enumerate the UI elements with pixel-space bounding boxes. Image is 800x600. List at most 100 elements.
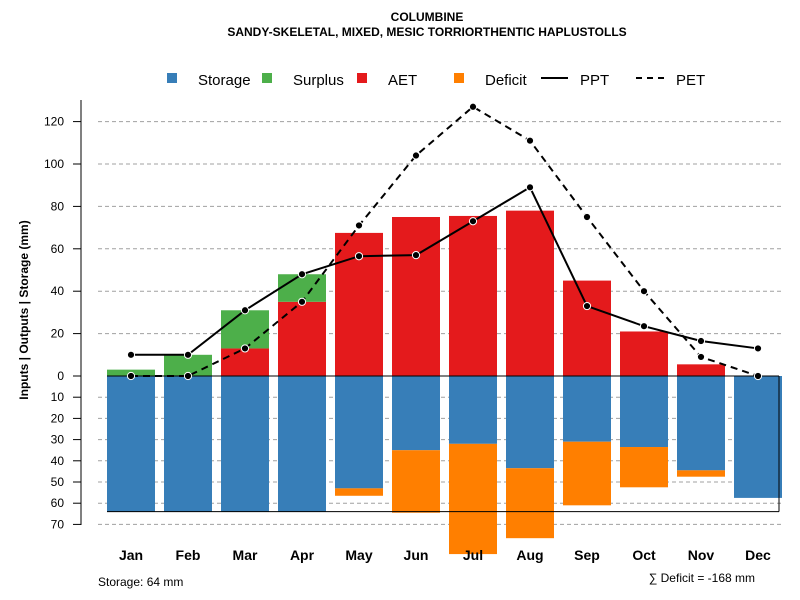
storage-bar <box>563 376 611 442</box>
ppt-point <box>582 301 592 311</box>
pet-point <box>639 287 649 296</box>
pet-line <box>131 105 759 377</box>
ppt-point <box>696 336 706 346</box>
month-label: Aug <box>516 547 543 563</box>
y-tick-label-lower: 70 <box>51 517 65 531</box>
y-tick-label-lower: 20 <box>51 411 65 425</box>
ppt-point <box>468 217 478 226</box>
ppt-point <box>297 270 307 279</box>
bars <box>107 210 782 555</box>
storage-bar <box>164 376 212 512</box>
legend-swatch-surplus <box>262 73 272 83</box>
chart-title: COLUMBINE <box>391 10 464 24</box>
month-label: Sep <box>574 547 600 563</box>
deficit-bar <box>677 470 725 477</box>
deficit-note: ∑ Deficit = -168 mm <box>649 571 755 585</box>
month-label: Dec <box>745 547 771 563</box>
surplus-bar <box>221 310 269 349</box>
ppt-point <box>525 183 535 192</box>
y-tick-label-lower: 40 <box>51 454 65 468</box>
y-tick-label-upper: 20 <box>51 327 65 341</box>
y-tick-label-upper: 60 <box>51 242 65 256</box>
surplus-bar <box>164 354 212 376</box>
pet-point <box>525 136 535 145</box>
aet-bar <box>620 331 668 376</box>
ppt-point <box>126 350 136 359</box>
tick-labels: 0 20 40 60 80 100 120 10 20 30 40 50 60 70 Jan Feb Mar Ap… <box>44 115 771 563</box>
ppt-line <box>131 185 759 356</box>
y-tick-label-lower: 60 <box>51 496 65 510</box>
pet-point <box>240 344 250 353</box>
month-label: May <box>345 547 372 563</box>
storage-bar <box>392 376 440 451</box>
chart-subtitle: SANDY-SKELETAL, MIXED, MESIC TORRIORTHEN… <box>227 25 626 39</box>
month-label: Mar <box>233 547 258 563</box>
storage-bar <box>278 376 326 512</box>
pet-point <box>753 371 763 381</box>
aet-bar <box>221 348 269 376</box>
pet-point <box>468 102 478 111</box>
storage-bar <box>107 376 155 512</box>
pet-point <box>582 212 592 222</box>
month-label: Nov <box>688 547 715 563</box>
y-tick-label-lower: 30 <box>51 433 65 447</box>
pet-point <box>297 297 307 306</box>
month-label: Apr <box>290 547 315 563</box>
storage-bar <box>335 376 383 489</box>
legend-swatch-storage <box>167 73 177 83</box>
ppt-point <box>411 251 421 260</box>
storage-bar <box>677 376 725 471</box>
ppt-point <box>240 306 250 315</box>
storage-bar <box>221 376 269 512</box>
legend-label-pet: PET <box>676 72 705 89</box>
legend-label-deficit: Deficit <box>485 72 528 89</box>
deficit-bar <box>620 447 668 488</box>
storage-bar <box>506 376 554 469</box>
deficit-bar <box>449 443 497 555</box>
pet-point <box>354 221 364 230</box>
aet-bar <box>677 364 725 376</box>
legend-swatch-aet <box>357 73 367 83</box>
storage-bar <box>620 376 668 448</box>
deficit-bar <box>506 468 554 539</box>
legend-label-storage: Storage <box>198 72 251 89</box>
month-label: Jan <box>119 547 143 563</box>
y-tick-label-lower: 50 <box>51 475 65 489</box>
ppt-point <box>354 252 364 261</box>
deficit-bar <box>392 450 440 513</box>
pet-point <box>411 151 421 160</box>
storage-bar <box>449 376 497 444</box>
y-tick-label-upper: 120 <box>44 115 64 129</box>
ppt-point <box>639 322 649 331</box>
storage-bar <box>734 376 782 498</box>
month-label: Jul <box>463 547 483 563</box>
month-label: Jun <box>404 547 429 563</box>
y-tick-label-upper: 100 <box>44 157 64 171</box>
month-label: Feb <box>176 547 201 563</box>
legend-label-aet: AET <box>388 72 417 89</box>
pet-point <box>696 352 706 362</box>
aet-bar <box>449 215 497 376</box>
y-tick-label-upper: 80 <box>51 199 65 213</box>
legend-swatch-deficit <box>454 73 464 83</box>
y-tick-label-upper: 0 <box>57 369 64 383</box>
aet-bar <box>392 217 440 376</box>
legend-label-surplus: Surplus <box>293 72 344 89</box>
legend-label-ppt: PPT <box>580 72 609 89</box>
ppt-point <box>753 344 763 353</box>
aet-bar <box>278 301 326 376</box>
pet-point <box>126 371 136 381</box>
ppt-point <box>183 350 193 359</box>
deficit-bar <box>335 488 383 496</box>
month-label: Oct <box>632 547 656 563</box>
aet-bar <box>563 280 611 376</box>
y-tick-label-lower: 10 <box>51 390 65 404</box>
deficit-bar <box>563 441 611 506</box>
pet-point <box>183 371 193 381</box>
storage-note: Storage: 64 mm <box>98 575 183 589</box>
y-axis-label: Inputs | Outputs | Storage (mm) <box>17 220 31 399</box>
legend: Storage Surplus AET Deficit PPT PET <box>167 72 705 89</box>
lines <box>126 102 763 381</box>
y-tick-label-upper: 40 <box>51 284 65 298</box>
